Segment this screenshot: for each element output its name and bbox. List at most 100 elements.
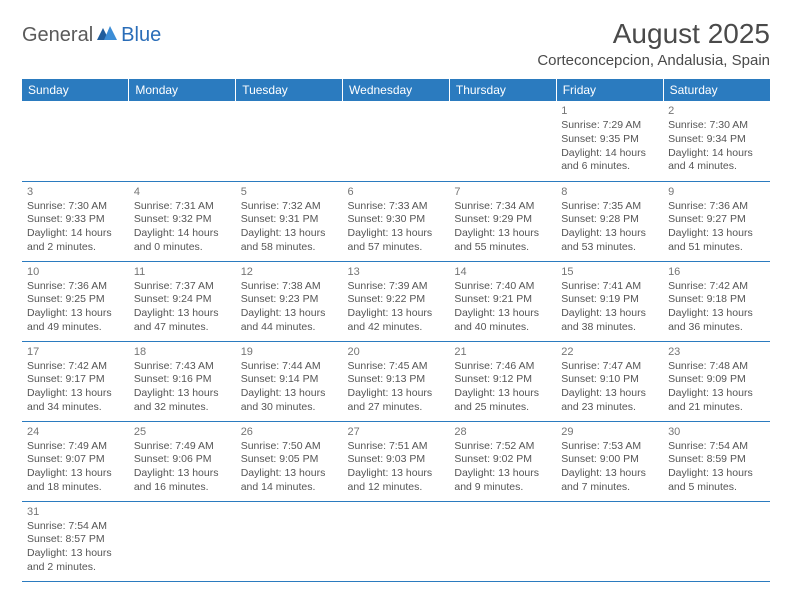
day-header: Wednesday [343, 79, 450, 101]
day-info-line: Sunset: 8:57 PM [27, 533, 124, 547]
calendar-day-cell: 27Sunrise: 7:51 AMSunset: 9:03 PMDayligh… [343, 421, 450, 501]
day-info-line: Sunrise: 7:31 AM [134, 200, 231, 214]
day-info-line: Sunrise: 7:50 AM [241, 440, 338, 454]
calendar-empty-cell [129, 101, 236, 181]
day-info-line: Sunset: 9:13 PM [348, 373, 445, 387]
calendar-week-row: 1Sunrise: 7:29 AMSunset: 9:35 PMDaylight… [22, 101, 770, 181]
day-info-line: and 2 minutes. [27, 561, 124, 575]
day-header: Thursday [449, 79, 556, 101]
day-info-line: and 53 minutes. [561, 241, 658, 255]
calendar-empty-cell [236, 501, 343, 581]
day-info-line: Sunset: 8:59 PM [668, 453, 765, 467]
day-info-line: Daylight: 14 hours [134, 227, 231, 241]
calendar-day-cell: 14Sunrise: 7:40 AMSunset: 9:21 PMDayligh… [449, 261, 556, 341]
calendar-table: SundayMondayTuesdayWednesdayThursdayFrid… [22, 79, 770, 582]
day-info-line: Sunrise: 7:36 AM [668, 200, 765, 214]
day-info-line: Sunset: 9:02 PM [454, 453, 551, 467]
day-info-line: and 2 minutes. [27, 241, 124, 255]
logo-text-blue: Blue [121, 24, 161, 47]
calendar-week-row: 17Sunrise: 7:42 AMSunset: 9:17 PM Dayligh… [22, 341, 770, 421]
calendar-day-cell: 4Sunrise: 7:31 AMSunset: 9:32 PMDaylight… [129, 181, 236, 261]
day-info-line: Sunrise: 7:42 AM [27, 360, 124, 374]
header: General Blue August 2025 Corteconcepcion… [22, 18, 770, 69]
day-info-line: Sunrise: 7:49 AM [27, 440, 124, 454]
day-info-line: Sunset: 9:05 PM [241, 453, 338, 467]
day-info-line: Daylight: 13 hours [668, 307, 765, 321]
day-number: 6 [348, 185, 445, 199]
calendar-empty-cell [22, 101, 129, 181]
day-info-line: Daylight: 13 hours [241, 307, 338, 321]
day-info-line: Sunset: 9:22 PM [348, 293, 445, 307]
day-number: 17 [27, 345, 124, 359]
day-number: 2 [668, 104, 765, 118]
day-info-line: Sunrise: 7:29 AM [561, 119, 658, 133]
day-info-line: Sunset: 9:16 PM [134, 373, 231, 387]
logo: General Blue [22, 24, 161, 47]
day-number: 5 [241, 185, 338, 199]
day-info-line: Sunrise: 7:54 AM [27, 520, 124, 534]
day-info-line: Sunset: 9:32 PM [134, 213, 231, 227]
day-number: 27 [348, 425, 445, 439]
day-number: 19 [241, 345, 338, 359]
calendar-empty-cell [343, 101, 450, 181]
day-info-line: and 38 minutes. [561, 321, 658, 335]
calendar-day-cell: 22Sunrise: 7:47 AMSunset: 9:10 PMDayligh… [556, 341, 663, 421]
day-info-line: and 57 minutes. [348, 241, 445, 255]
day-info-line: and 25 minutes. [454, 401, 551, 415]
month-title: August 2025 [537, 18, 770, 50]
calendar-day-cell: 18Sunrise: 7:43 AMSunset: 9:16 PMDayligh… [129, 341, 236, 421]
calendar-day-cell: 24Sunrise: 7:49 AMSunset: 9:07 PMDayligh… [22, 421, 129, 501]
calendar-week-row: 31Sunrise: 7:54 AMSunset: 8:57 PMDayligh… [22, 501, 770, 581]
day-info-line: and 12 minutes. [348, 481, 445, 495]
day-number: 24 [27, 425, 124, 439]
day-info-line: Sunrise: 7:45 AM [348, 360, 445, 374]
day-info-line: Sunset: 9:27 PM [668, 213, 765, 227]
calendar-empty-cell [129, 501, 236, 581]
day-info-line: Daylight: 13 hours [454, 227, 551, 241]
day-info-line: Sunrise: 7:36 AM [27, 280, 124, 294]
day-info-line: Sunset: 9:00 PM [561, 453, 658, 467]
day-info-line: and 23 minutes. [561, 401, 658, 415]
day-info-line: and 18 minutes. [27, 481, 124, 495]
day-info-line: Daylight: 14 hours [27, 227, 124, 241]
day-number: 25 [134, 425, 231, 439]
calendar-empty-cell [449, 501, 556, 581]
day-info-line: and 16 minutes. [134, 481, 231, 495]
calendar-day-cell: 17Sunrise: 7:42 AMSunset: 9:17 PMDayligh… [22, 341, 129, 421]
day-info-line: and 30 minutes. [241, 401, 338, 415]
day-header: Saturday [663, 79, 770, 101]
day-number: 28 [454, 425, 551, 439]
day-info-line: Sunset: 9:24 PM [134, 293, 231, 307]
day-info-line: Sunrise: 7:39 AM [348, 280, 445, 294]
day-info-line: Sunrise: 7:49 AM [134, 440, 231, 454]
day-header: Tuesday [236, 79, 343, 101]
day-info-line: Daylight: 13 hours [561, 227, 658, 241]
day-info-line: and 9 minutes. [454, 481, 551, 495]
day-number: 9 [668, 185, 765, 199]
day-info-line: Sunrise: 7:40 AM [454, 280, 551, 294]
calendar-empty-cell [449, 101, 556, 181]
calendar-day-cell: 7Sunrise: 7:34 AMSunset: 9:29 PMDaylight… [449, 181, 556, 261]
day-info-line: Daylight: 13 hours [561, 307, 658, 321]
day-info-line: Sunset: 9:29 PM [454, 213, 551, 227]
day-info-line: Daylight: 13 hours [27, 467, 124, 481]
day-number: 29 [561, 425, 658, 439]
calendar-day-cell: 28Sunrise: 7:52 AMSunset: 9:02 PMDayligh… [449, 421, 556, 501]
calendar-day-cell: 23Sunrise: 7:48 AMSunset: 9:09 PMDayligh… [663, 341, 770, 421]
logo-text-general: General [22, 24, 93, 47]
calendar-day-cell: 26Sunrise: 7:50 AMSunset: 9:05 PMDayligh… [236, 421, 343, 501]
day-info-line: Sunset: 9:17 PM [27, 373, 124, 387]
day-number: 23 [668, 345, 765, 359]
calendar-day-cell: 5Sunrise: 7:32 AMSunset: 9:31 PMDaylight… [236, 181, 343, 261]
day-info-line: Sunset: 9:23 PM [241, 293, 338, 307]
day-info-line: Daylight: 13 hours [668, 227, 765, 241]
day-number: 14 [454, 265, 551, 279]
day-info-line: and 27 minutes. [348, 401, 445, 415]
calendar-day-cell: 29Sunrise: 7:53 AMSunset: 9:00 PMDayligh… [556, 421, 663, 501]
day-info-line: Sunrise: 7:32 AM [241, 200, 338, 214]
day-info-line: Daylight: 13 hours [134, 387, 231, 401]
day-info-line: Daylight: 13 hours [134, 307, 231, 321]
day-info-line: Daylight: 13 hours [241, 227, 338, 241]
calendar-day-cell: 12Sunrise: 7:38 AMSunset: 9:23 PMDayligh… [236, 261, 343, 341]
day-info-line: Sunset: 9:06 PM [134, 453, 231, 467]
